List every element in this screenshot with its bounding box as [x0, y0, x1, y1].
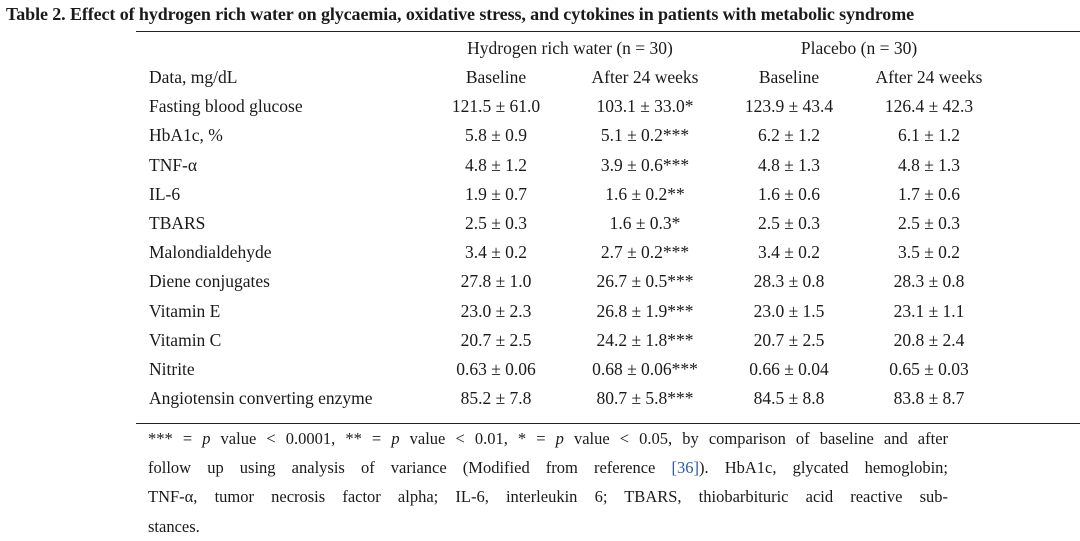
table-cell: 20.7 ± 2.5	[460, 329, 532, 350]
table-row: Malondialdehyde 3.4 ± 0.2 2.7 ± 0.2*** 3.4 …	[140, 238, 999, 267]
table-cell: 85.2 ± 7.8	[460, 388, 532, 409]
table-row: Diene conjugates 27.8 ± 1.0 26.7 ± 0.5*** 2…	[140, 267, 999, 296]
group-header-row: Hydrogen rich water (n = 30) Placebo (n …	[140, 33, 999, 63]
table-cell: 23.0 ± 2.3	[460, 300, 532, 321]
table-cell: 27.8 ± 1.0	[460, 271, 532, 292]
table-row: HbA1c, % 5.8 ± 0.9 5.1 ± 0.2*** 6.2 ± 1.2 6.…	[140, 121, 999, 150]
table-cell: 23.1 ± 1.1	[893, 300, 965, 321]
col-header-data: Data, mg/dL	[149, 67, 238, 88]
table-cell: 80.7 ± 5.8***	[596, 388, 694, 409]
table-cell: 103.1 ± 33.0*	[596, 96, 694, 117]
table-cell: 1.7 ± 0.6	[897, 183, 961, 204]
table-cell: 2.5 ± 0.3	[464, 213, 528, 234]
footnote-text: ). HbA1c, glycated hemoglobin;	[698, 458, 949, 478]
table-cell: 84.5 ± 8.8	[753, 388, 825, 409]
col-header-hrw-after: After 24 weeks	[591, 67, 699, 88]
table-row: Angiotensin converting enzyme 85.2 ± 7.8 8…	[140, 384, 999, 413]
table-row: IL-6 1.9 ± 0.7 1.6 ± 0.2** 1.6 ± 0.6 1.7 ± 0…	[140, 180, 999, 209]
table-cell: 26.7 ± 0.5***	[596, 271, 694, 292]
table-cell: 2.7 ± 0.2***	[600, 242, 690, 263]
table-cell: 0.65 ± 0.03	[889, 358, 969, 379]
row-label: Nitrite	[149, 358, 195, 379]
results-table: Hydrogen rich water (n = 30) Placebo (n …	[140, 33, 999, 413]
table-cell: 3.5 ± 0.2	[897, 242, 961, 263]
table-cell: 3.4 ± 0.2	[757, 242, 821, 263]
table-cell: 0.68 ± 0.06***	[592, 358, 698, 379]
table-row: Fasting blood glucose 121.5 ± 61.0 103.1 ±…	[140, 92, 999, 121]
footnote-line-1: *** = p value < 0.0001, ** = p value < 0…	[148, 424, 948, 453]
table-cell: 0.63 ± 0.06	[456, 358, 536, 379]
column-header-row: Data, mg/dL Baseline After 24 weeks Base…	[140, 63, 999, 92]
row-label: TBARS	[149, 213, 206, 234]
table-cell: 6.1 ± 1.2	[897, 125, 961, 146]
table-cell: 5.1 ± 0.2***	[600, 125, 690, 146]
group-placebo: Placebo (n = 30)	[800, 37, 918, 58]
table-cell: 123.9 ± 43.4	[744, 96, 834, 117]
table-cell: 1.6 ± 0.6	[757, 183, 821, 204]
table-cell: 3.4 ± 0.2	[464, 242, 528, 263]
footnote-line-2: follow up using analysis of variance (Mo…	[148, 453, 948, 482]
table-cell: 28.3 ± 0.8	[753, 271, 825, 292]
table-cell: 2.5 ± 0.3	[757, 213, 821, 234]
table-cell: 0.66 ± 0.04	[749, 358, 829, 379]
table-row: Vitamin E 23.0 ± 2.3 26.8 ± 1.9*** 23.0 ± 1…	[140, 297, 999, 326]
table-cell: 20.8 ± 2.4	[893, 329, 965, 350]
col-header-placebo-baseline: Baseline	[758, 67, 820, 88]
bottom-rule	[136, 423, 1080, 424]
group-header-blank	[140, 33, 421, 63]
table-row: Nitrite 0.63 ± 0.06 0.68 ± 0.06*** 0.66 ± 0…	[140, 355, 999, 384]
table-cell: 4.8 ± 1.3	[897, 154, 961, 175]
table-cell: 1.6 ± 0.3*	[609, 213, 681, 234]
table-cell: 23.0 ± 1.5	[753, 300, 825, 321]
table-cell: 6.2 ± 1.2	[757, 125, 821, 146]
footnote-p: p	[202, 429, 211, 448]
footnote-text: follow up using analysis of variance (Mo…	[148, 458, 672, 478]
footnote-p: p	[391, 429, 400, 448]
table-cell: 4.8 ± 1.3	[757, 154, 821, 175]
table-cell: 2.5 ± 0.3	[897, 213, 961, 234]
row-label: Vitamin C	[149, 329, 222, 350]
col-header-placebo-after: After 24 weeks	[875, 67, 983, 88]
footnote-line-3: TNF-α, tumor necrosis factor alpha; IL-6…	[148, 487, 948, 507]
footnote-text: value < 0.05, by comparison of baseline …	[563, 429, 949, 448]
table-cell: 4.8 ± 1.2	[464, 154, 528, 175]
footnote-sig: *** =	[148, 429, 203, 448]
row-label: Malondialdehyde	[149, 242, 272, 263]
footnote-text: value < 0.0001, ** =	[210, 429, 392, 448]
row-label: Diene conjugates	[149, 271, 270, 292]
table-row: TBARS 2.5 ± 0.3 1.6 ± 0.3* 2.5 ± 0.3 2.5 ± 0…	[140, 209, 999, 238]
table-cell: 24.2 ± 1.8***	[596, 329, 694, 350]
table-cell: 1.9 ± 0.7	[464, 183, 528, 204]
table-footnote: *** = p value < 0.0001, ** = p value < 0…	[148, 424, 948, 541]
row-label: HbA1c, %	[149, 125, 223, 146]
table-cell: 28.3 ± 0.8	[893, 271, 965, 292]
reference-link[interactable]: [36]	[671, 458, 699, 478]
table-cell: 26.8 ± 1.9***	[596, 300, 694, 321]
col-header-hrw-baseline: Baseline	[465, 67, 527, 88]
top-rule	[136, 31, 1080, 32]
table-cell: 121.5 ± 61.0	[451, 96, 541, 117]
row-label: Angiotensin converting enzyme	[149, 388, 373, 409]
row-label: TNF-α	[149, 154, 198, 175]
table-cell: 1.6 ± 0.2**	[605, 183, 685, 204]
group-hydrogen: Hydrogen rich water (n = 30)	[467, 37, 673, 58]
row-label: Fasting blood glucose	[149, 96, 303, 117]
table-body: Fasting blood glucose 121.5 ± 61.0 103.1 ±…	[140, 92, 999, 413]
table-cell: 5.8 ± 0.9	[464, 125, 528, 146]
row-label: Vitamin E	[149, 300, 221, 321]
table-cell: 20.7 ± 2.5	[753, 329, 825, 350]
footnote-line-4: stances.	[148, 516, 200, 536]
table-cell: 3.9 ± 0.6***	[600, 154, 690, 175]
table-cell: 83.8 ± 8.7	[893, 388, 965, 409]
table-row: Vitamin C 20.7 ± 2.5 24.2 ± 1.8*** 20.7 ± 2…	[140, 326, 999, 355]
row-label: IL-6	[149, 183, 181, 204]
table-title: Table 2. Effect of hydrogen rich water o…	[6, 4, 914, 24]
table-row: TNF-α 4.8 ± 1.2 3.9 ± 0.6*** 4.8 ± 1.3 4.8 ±…	[140, 151, 999, 180]
footnote-p: p	[555, 429, 564, 448]
table-cell: 126.4 ± 42.3	[884, 96, 974, 117]
footnote-text: value < 0.01, * =	[399, 429, 556, 448]
